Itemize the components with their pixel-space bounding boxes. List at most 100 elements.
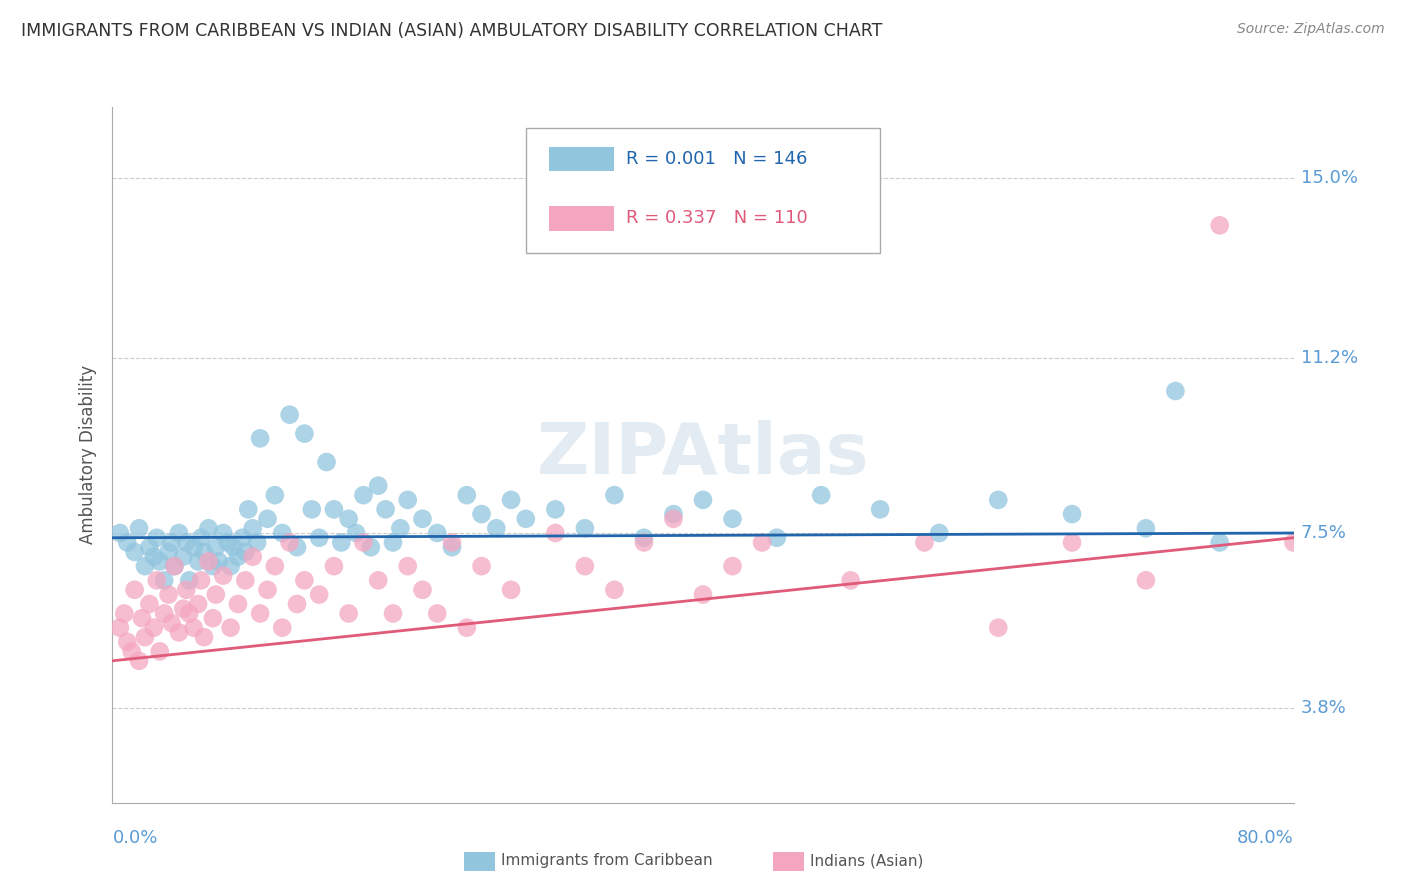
Point xyxy=(278,408,301,422)
Point xyxy=(201,611,224,625)
Point xyxy=(869,502,891,516)
Text: 7.5%: 7.5% xyxy=(1301,524,1347,542)
Point xyxy=(330,535,353,549)
Point xyxy=(205,588,228,602)
Point xyxy=(751,535,773,549)
Point xyxy=(344,526,367,541)
Point xyxy=(721,512,744,526)
Point xyxy=(501,492,523,507)
Point xyxy=(426,607,449,621)
Point xyxy=(1135,521,1157,535)
Point xyxy=(142,549,165,564)
Point xyxy=(574,521,596,535)
Point xyxy=(222,540,245,554)
Point xyxy=(128,521,150,535)
Point xyxy=(278,535,301,549)
Point xyxy=(411,512,433,526)
Point xyxy=(766,531,789,545)
Point xyxy=(138,540,160,554)
Point xyxy=(172,601,194,615)
FancyBboxPatch shape xyxy=(526,128,880,253)
Text: 3.8%: 3.8% xyxy=(1301,699,1347,717)
Point xyxy=(117,535,138,549)
Point xyxy=(1062,535,1084,549)
Point xyxy=(1062,507,1084,521)
Point xyxy=(367,478,389,492)
Point xyxy=(367,574,389,588)
Point xyxy=(603,582,626,597)
Point xyxy=(124,545,146,559)
Point xyxy=(190,531,212,545)
Point xyxy=(172,549,194,564)
Bar xyxy=(550,206,614,230)
Point xyxy=(187,597,209,611)
Point xyxy=(411,582,433,597)
Point xyxy=(219,621,242,635)
Point xyxy=(124,582,146,597)
Point xyxy=(264,559,287,574)
Point xyxy=(470,559,494,574)
Point xyxy=(360,540,382,554)
Point xyxy=(205,540,228,554)
Point xyxy=(112,607,135,621)
Point xyxy=(233,545,256,559)
Point xyxy=(108,621,131,635)
Point xyxy=(382,535,405,549)
Point xyxy=(108,526,131,541)
Point xyxy=(1164,384,1187,398)
Text: Immigrants from Caribbean: Immigrants from Caribbean xyxy=(501,854,713,868)
Point xyxy=(197,554,219,568)
Point xyxy=(456,621,478,635)
Point xyxy=(323,502,346,516)
Text: 0.0%: 0.0% xyxy=(112,830,157,847)
Point xyxy=(217,535,239,549)
Point xyxy=(179,607,201,621)
Point xyxy=(485,521,508,535)
Point xyxy=(544,502,567,516)
Point xyxy=(167,625,190,640)
Point xyxy=(544,526,567,541)
Text: R = 0.337   N = 110: R = 0.337 N = 110 xyxy=(626,210,808,227)
Text: 80.0%: 80.0% xyxy=(1237,830,1294,847)
Point xyxy=(374,502,396,516)
Point xyxy=(134,630,156,644)
Point xyxy=(987,621,1010,635)
Point xyxy=(246,535,269,549)
Point xyxy=(238,502,260,516)
Point xyxy=(603,488,626,502)
Point xyxy=(187,554,209,568)
Point xyxy=(396,559,419,574)
Text: Source: ZipAtlas.com: Source: ZipAtlas.com xyxy=(1237,22,1385,37)
Point xyxy=(256,512,278,526)
Point xyxy=(163,559,186,574)
Point xyxy=(128,654,150,668)
Point xyxy=(308,588,330,602)
Point xyxy=(183,540,205,554)
Point xyxy=(208,554,231,568)
Point xyxy=(285,540,308,554)
Point xyxy=(142,621,165,635)
Point xyxy=(153,607,176,621)
Point xyxy=(242,521,264,535)
Point xyxy=(323,559,346,574)
Point xyxy=(153,574,176,588)
Point xyxy=(219,559,242,574)
Point xyxy=(193,545,215,559)
Point xyxy=(721,559,744,574)
Text: Indians (Asian): Indians (Asian) xyxy=(810,854,924,868)
Point xyxy=(264,488,287,502)
Point xyxy=(914,535,936,549)
Bar xyxy=(550,147,614,171)
Point xyxy=(292,574,315,588)
Point xyxy=(149,644,172,658)
Point xyxy=(574,559,596,574)
Point xyxy=(163,559,186,574)
Point xyxy=(501,582,523,597)
Point xyxy=(174,582,197,597)
Point xyxy=(633,535,655,549)
Text: IMMIGRANTS FROM CARIBBEAN VS INDIAN (ASIAN) AMBULATORY DISABILITY CORRELATION CH: IMMIGRANTS FROM CARIBBEAN VS INDIAN (ASI… xyxy=(21,22,883,40)
Point xyxy=(201,559,224,574)
Point xyxy=(138,597,160,611)
Point xyxy=(271,621,294,635)
Point xyxy=(174,535,197,549)
